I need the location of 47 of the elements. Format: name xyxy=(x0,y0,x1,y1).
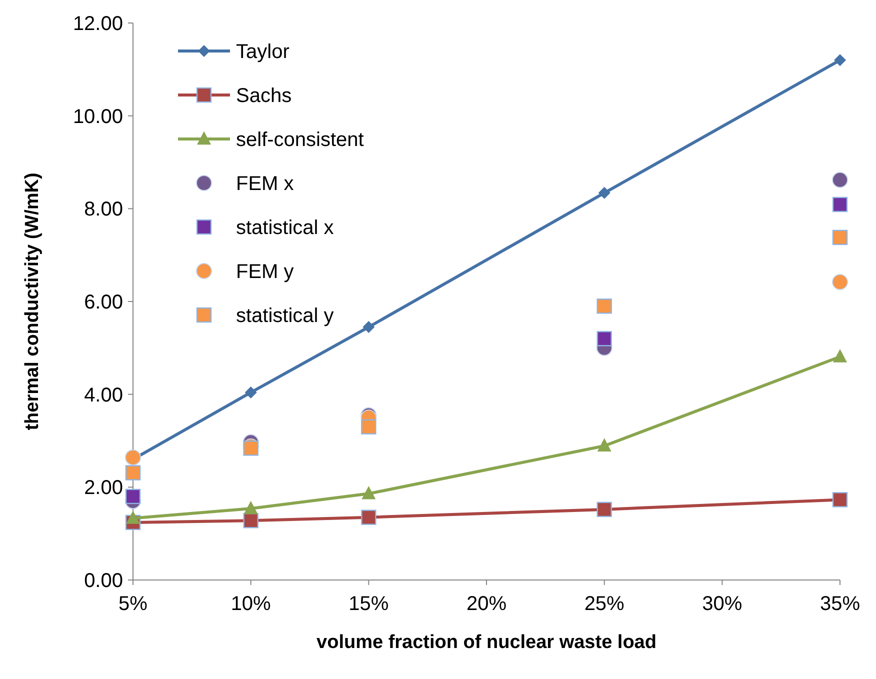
point xyxy=(361,419,376,434)
point xyxy=(832,274,848,290)
legend-label: FEM x xyxy=(236,173,294,195)
y-tick-label: 2.00 xyxy=(84,477,123,500)
point xyxy=(243,512,258,528)
point xyxy=(244,500,258,514)
point xyxy=(362,321,375,334)
point xyxy=(362,486,376,500)
x-tick-label: 5% xyxy=(118,593,148,615)
point xyxy=(125,465,141,480)
point xyxy=(832,196,848,212)
y-tick-label: 8.00 xyxy=(84,198,123,221)
x-tick-label: 20% xyxy=(466,593,507,615)
legend-label: statistical y xyxy=(236,305,334,327)
point xyxy=(244,386,257,398)
x-axis-title: volume fraction of nuclear waste load xyxy=(316,632,656,653)
legend-label: self-consistent xyxy=(236,129,364,151)
legend-label: statistical x xyxy=(236,217,334,239)
y-tick-label: 0.00 xyxy=(84,570,123,592)
legend-label: FEM y xyxy=(236,261,294,283)
point xyxy=(832,492,848,508)
y-tick-label: 4.00 xyxy=(84,384,123,406)
legend-label: Taylor xyxy=(236,41,290,63)
point xyxy=(126,510,140,524)
y-axis-title: thermal conductivity (W/mK) xyxy=(22,172,43,430)
point xyxy=(597,438,612,452)
point xyxy=(834,54,846,66)
point xyxy=(596,331,612,346)
x-tick-label: 15% xyxy=(348,593,389,615)
x-tick-label: 30% xyxy=(702,593,742,615)
y-tick-label: 6.00 xyxy=(84,292,123,314)
y-tick-label: 10.00 xyxy=(72,106,123,128)
point xyxy=(361,510,376,525)
legend-label: Sachs xyxy=(236,85,292,107)
point xyxy=(833,349,847,362)
point xyxy=(125,488,141,504)
point xyxy=(832,172,848,188)
point xyxy=(125,449,141,466)
point xyxy=(243,440,258,456)
point xyxy=(598,186,610,199)
point xyxy=(596,298,612,314)
point xyxy=(832,230,848,246)
x-tick-label: 35% xyxy=(820,593,860,615)
y-tick-label: 12.00 xyxy=(72,13,123,35)
point xyxy=(596,502,612,518)
x-tick-label: 10% xyxy=(230,593,272,615)
x-tick-label: 25% xyxy=(584,593,625,615)
